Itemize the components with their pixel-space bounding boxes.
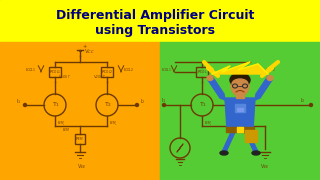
Bar [160,42,320,180]
Text: I$_2$: I$_2$ [140,97,145,106]
Bar [0,0,320,42]
Polygon shape [225,98,255,130]
Bar [237,108,243,111]
Text: R$_{COL1}$: R$_{COL1}$ [49,68,61,76]
Text: I$_{COL1}$: I$_{COL1}$ [25,66,36,74]
Circle shape [309,103,313,107]
Bar [101,67,113,77]
Polygon shape [212,62,268,74]
Text: R$_{EM}$: R$_{EM}$ [76,135,84,143]
Bar [75,134,85,144]
Polygon shape [204,62,218,76]
Text: I$_{EM_1}$: I$_{EM_1}$ [204,120,213,128]
Text: I$_1$: I$_1$ [16,97,21,106]
Bar [226,127,254,132]
Text: R$_{COL2}$: R$_{COL2}$ [101,68,113,76]
Bar [245,130,257,142]
Text: R$_{COL}$: R$_{COL}$ [197,68,207,76]
Text: I$_{COL1}$: I$_{COL1}$ [161,66,172,74]
Bar [0,42,160,180]
Text: +: + [82,44,86,49]
Bar [196,67,208,77]
Text: V$_{CC}$: V$_{CC}$ [84,48,95,57]
Text: I$_2$: I$_2$ [300,96,305,105]
Text: I$_{EM_1}$: I$_{EM_1}$ [57,120,66,128]
Polygon shape [208,76,225,100]
Ellipse shape [220,151,228,155]
Text: V$_{EE}$: V$_{EE}$ [260,162,270,171]
Circle shape [135,103,139,107]
Text: V$_{EE}$: V$_{EE}$ [77,162,87,171]
Text: V$_{1OUT}$: V$_{1OUT}$ [58,73,71,81]
Text: I$_{EM_2}$: I$_{EM_2}$ [109,120,118,128]
Polygon shape [244,130,258,152]
Ellipse shape [267,75,273,80]
Text: T$_2$: T$_2$ [104,101,112,109]
Bar [237,127,243,132]
Text: V$_{2OUT}$: V$_{2OUT}$ [93,73,106,81]
Text: I$_1$: I$_1$ [161,96,166,105]
Text: T$_1$: T$_1$ [199,101,207,109]
Bar [236,93,244,98]
Text: Differential Amplifier Circuit: Differential Amplifier Circuit [56,8,254,21]
Polygon shape [262,62,278,76]
Text: I$_{EM}$: I$_{EM}$ [228,119,236,127]
Ellipse shape [252,151,260,155]
Bar [235,104,245,112]
Text: using Transistors: using Transistors [95,24,215,37]
Bar [49,67,61,77]
Polygon shape [255,76,272,100]
Circle shape [163,103,165,107]
Ellipse shape [232,79,248,89]
Ellipse shape [231,76,249,96]
Text: I$_{COL2}$: I$_{COL2}$ [265,66,276,74]
Text: I$_{COL2}$: I$_{COL2}$ [123,66,134,74]
Circle shape [23,103,27,107]
Polygon shape [222,130,236,152]
Text: T$_1$: T$_1$ [52,101,60,109]
Text: I$_{EM}$: I$_{EM}$ [62,126,70,134]
Ellipse shape [230,73,250,87]
Ellipse shape [207,75,213,80]
